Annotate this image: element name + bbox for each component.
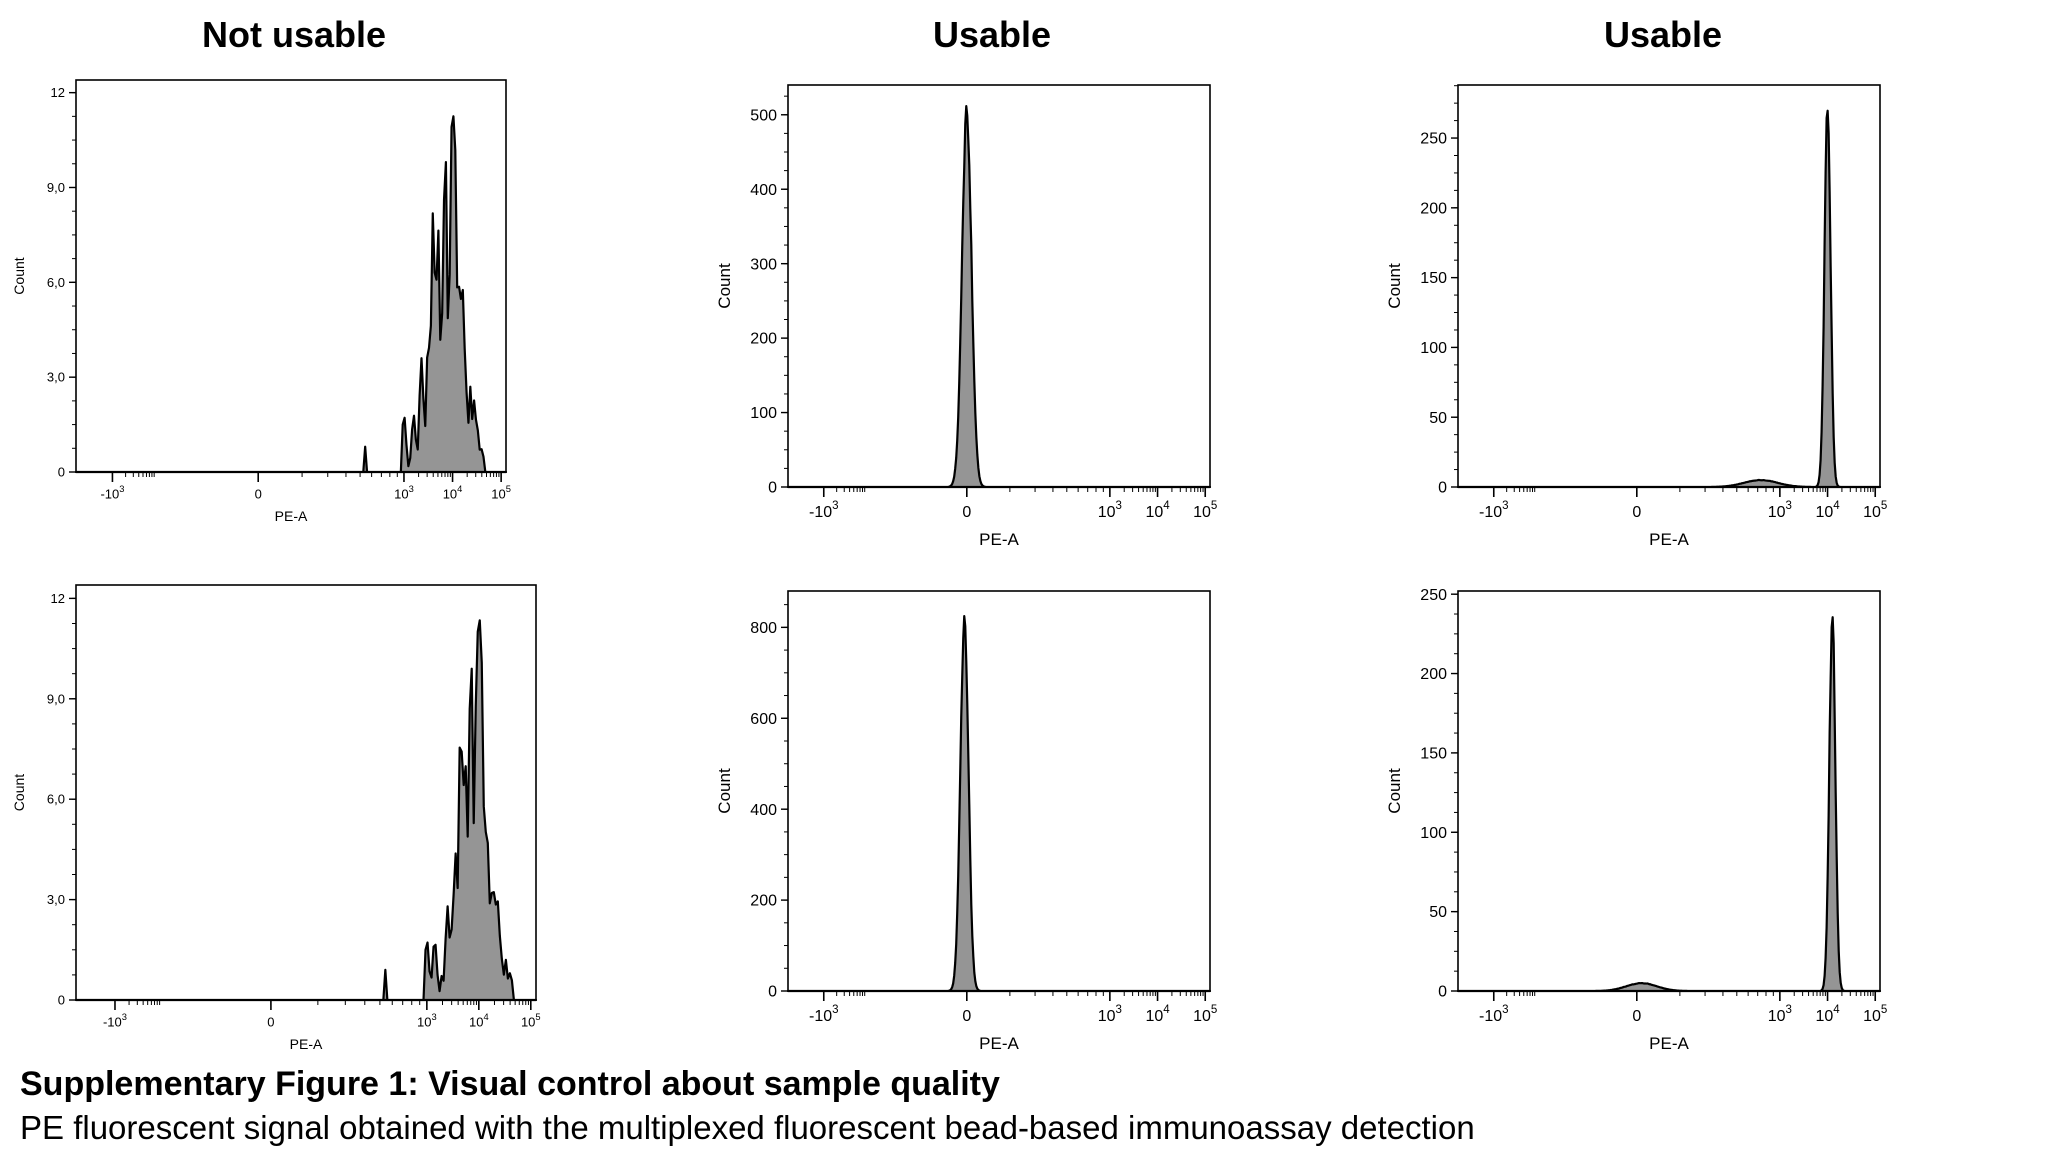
x-tick-label: 105: [1863, 1004, 1887, 1025]
x-tick-label: 104: [443, 484, 463, 502]
y-axis-title: Count: [11, 774, 27, 811]
histogram-series: [74, 619, 538, 1002]
plot-frame: [787, 84, 1211, 488]
y-tick-label: 600: [750, 711, 777, 728]
x-tick-label: 105: [491, 484, 511, 502]
x-tick-label: 103: [394, 484, 414, 502]
y-tick-label: 12: [51, 591, 65, 606]
y-tick-label: 3,0: [47, 892, 65, 907]
y-tick-label: 500: [750, 107, 777, 124]
y-axis-title: Count: [11, 257, 27, 294]
x-axis-title: PE-A: [1649, 530, 1689, 549]
y-tick-label: 200: [1420, 200, 1447, 217]
y-tick-label: 250: [1420, 131, 1447, 148]
caption-title: Supplementary Figure 1: Visual control a…: [20, 1065, 1000, 1103]
histogram-series: [1456, 109, 1882, 489]
x-axis-title: PE-A: [979, 530, 1019, 549]
y-tick-label: 800: [750, 620, 777, 637]
y-tick-label: 0: [58, 465, 65, 480]
x-tick-label: 104: [1815, 1004, 1840, 1025]
y-tick-label: 400: [750, 182, 777, 199]
histogram-top-middle: 0 100 200 300 400 500 -103 0 103 104 105 PE-A Count: [715, 84, 1217, 549]
y-tick-label: 50: [1429, 410, 1447, 427]
x-tick-label: 105: [1193, 1004, 1217, 1025]
y-tick-label: 100: [1420, 340, 1447, 357]
y-tick-label: 150: [1420, 746, 1447, 763]
x-tick-label: -103: [103, 1012, 127, 1030]
x-tick-label: 103: [1098, 500, 1122, 521]
x-tick-label: 103: [1098, 1004, 1122, 1025]
x-tick-label: -103: [100, 484, 124, 502]
x-tick-label: 0: [1632, 504, 1641, 521]
column-title-not-usable: Not usable: [201, 14, 387, 55]
x-tick-label: 103: [1768, 500, 1792, 521]
y-tick-label: 6,0: [47, 275, 65, 290]
x-tick-label: 104: [1815, 500, 1840, 521]
x-tick-label: -103: [1479, 1004, 1509, 1025]
x-tick-label: -103: [809, 1004, 839, 1025]
x-tick-label: 0: [267, 1014, 274, 1029]
y-tick-label: 9,0: [47, 691, 65, 706]
y-tick-label: 0: [58, 993, 65, 1008]
y-tick-label: 200: [750, 893, 777, 910]
x-tick-label: -103: [809, 500, 839, 521]
y-tick-label: 9,0: [47, 180, 65, 195]
y-tick-label: 100: [750, 405, 777, 422]
x-tick-label: 0: [962, 1008, 971, 1025]
column-title-usable-2: Usable: [1603, 14, 1723, 55]
histogram-top-right: 0 50 100 150 200 250 -103 0 103 104 105 PE-A Count: [1385, 84, 1887, 549]
histogram-top-left: 0 3,0 6,0 9,0 12 -103 0 103 104 105 PE-A Count: [11, 79, 511, 524]
y-axis-title: Count: [1385, 263, 1404, 309]
plot-frame: [1457, 590, 1881, 992]
histogram-bottom-left: 0 3,0 6,0 9,0 12 -103 0 103 104 105 PE-A Count: [11, 584, 541, 1052]
x-tick-label: 103: [1768, 1004, 1792, 1025]
column-title-usable-1: Usable: [932, 14, 1052, 55]
x-tick-label: 0: [1632, 1008, 1641, 1025]
x-tick-label: -103: [1479, 500, 1509, 521]
x-tick-label: 104: [469, 1012, 489, 1030]
y-tick-label: 6,0: [47, 792, 65, 807]
y-tick-label: 200: [1420, 666, 1447, 683]
histogram-bottom-right: 0 50 100 150 200 250 -103 0 103 104 105 PE-A Count: [1385, 587, 1887, 1053]
x-tick-label: 104: [1145, 500, 1170, 521]
y-tick-label: 150: [1420, 270, 1447, 287]
x-tick-label: 105: [1863, 500, 1887, 521]
histogram-series: [1456, 616, 1882, 993]
x-tick-label: 105: [1193, 500, 1217, 521]
x-tick-label: 0: [255, 486, 262, 501]
y-tick-label: 0: [1438, 480, 1447, 497]
x-axis-title: PE-A: [979, 1034, 1019, 1053]
y-tick-label: 100: [1420, 825, 1447, 842]
histogram-series: [786, 614, 1212, 993]
x-axis-title: PE-A: [275, 508, 308, 524]
y-tick-label: 200: [750, 331, 777, 348]
y-tick-label: 250: [1420, 587, 1447, 604]
histogram-bottom-middle: 0 200 400 600 800 -103 0 103 104 105 PE-A Count: [715, 590, 1217, 1053]
plot-frame: [1457, 84, 1881, 488]
x-axis-title: PE-A: [290, 1036, 323, 1052]
y-tick-label: 12: [51, 85, 65, 100]
y-tick-label: 300: [750, 256, 777, 273]
x-tick-label: 104: [1145, 1004, 1170, 1025]
figure-caption: Supplementary Figure 1: Visual control a…: [20, 1062, 1475, 1150]
y-tick-label: 50: [1429, 904, 1447, 921]
x-tick-label: 0: [962, 504, 971, 521]
y-axis-title: Count: [715, 768, 734, 814]
y-tick-label: 0: [768, 984, 777, 1001]
plot-frame: [787, 590, 1211, 992]
x-axis-title: PE-A: [1649, 1034, 1689, 1053]
x-tick-label: 105: [521, 1012, 541, 1030]
y-tick-label: 3,0: [47, 370, 65, 385]
x-tick-label: 103: [417, 1012, 437, 1030]
y-axis-title: Count: [1385, 768, 1404, 814]
y-tick-label: 0: [1438, 984, 1447, 1001]
histogram-series: [74, 115, 508, 474]
caption-text: PE fluorescent signal obtained with the …: [20, 1109, 1475, 1146]
y-tick-label: 0: [768, 480, 777, 497]
y-tick-label: 400: [750, 802, 777, 819]
histogram-series: [786, 105, 1212, 489]
y-axis-title: Count: [715, 263, 734, 309]
